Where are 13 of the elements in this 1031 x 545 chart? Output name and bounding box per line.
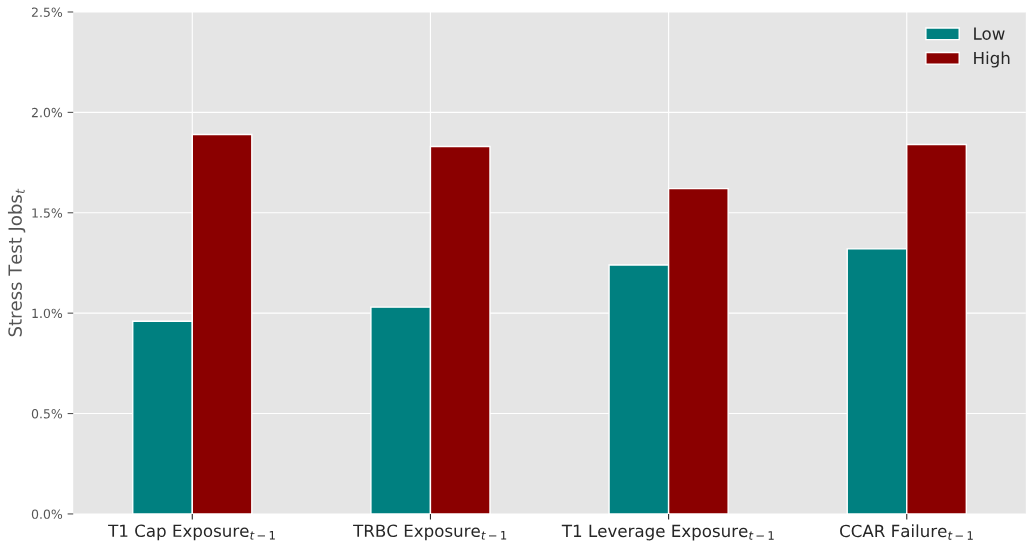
x-tick-label: CCAR Failure$_{t−1}$ xyxy=(840,524,973,540)
x-tick-label: TRBC Exposure$_{t−1}$ xyxy=(353,524,507,541)
y-tick-label: 1.0% xyxy=(32,308,63,319)
y-tick-label: 0.5% xyxy=(31,409,63,419)
y-tick-label: 0.0% xyxy=(31,509,63,519)
x-tick-label: T1 Cap Exposure$_{t−1}$ xyxy=(108,524,275,541)
y-tick-label: 2.0% xyxy=(31,107,63,118)
x-tick-label: T1 Leverage Exposure$_{t−1}$ xyxy=(561,524,774,541)
legend-label: High xyxy=(974,51,1010,68)
y-tick-label: 1.5% xyxy=(32,208,63,218)
legend-label: Low xyxy=(974,27,1005,40)
y-axis-title: Stress Test Jobs$_{t}$ xyxy=(7,188,26,337)
y-tick-label: 2.5% xyxy=(31,7,63,17)
